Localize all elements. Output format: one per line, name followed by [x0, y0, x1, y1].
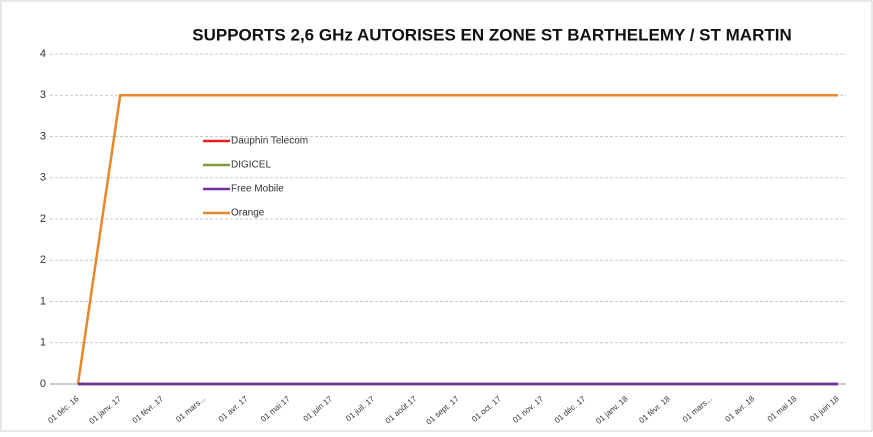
chart-title: SUPPORTS 2,6 GHz AUTORISES EN ZONE ST BA…	[192, 25, 791, 44]
legend-label: Orange	[231, 208, 265, 219]
y-tick-label: 1	[40, 295, 46, 307]
y-tick-label: 0	[40, 378, 46, 390]
legend-label: DIGICEL	[231, 160, 271, 171]
series-line	[76, 94, 838, 385]
y-tick-label: 1	[40, 337, 46, 349]
y-tick-label: 3	[40, 130, 46, 142]
legend-label: Dauphin Telecom	[231, 136, 308, 147]
y-tick-label: 3	[40, 172, 46, 184]
y-tick-label: 3	[40, 89, 46, 101]
y-tick-label: 2	[40, 213, 46, 225]
y-tick-label: 4	[40, 48, 46, 60]
legend-label: Free Mobile	[231, 184, 284, 195]
y-tick-label: 2	[40, 254, 46, 266]
